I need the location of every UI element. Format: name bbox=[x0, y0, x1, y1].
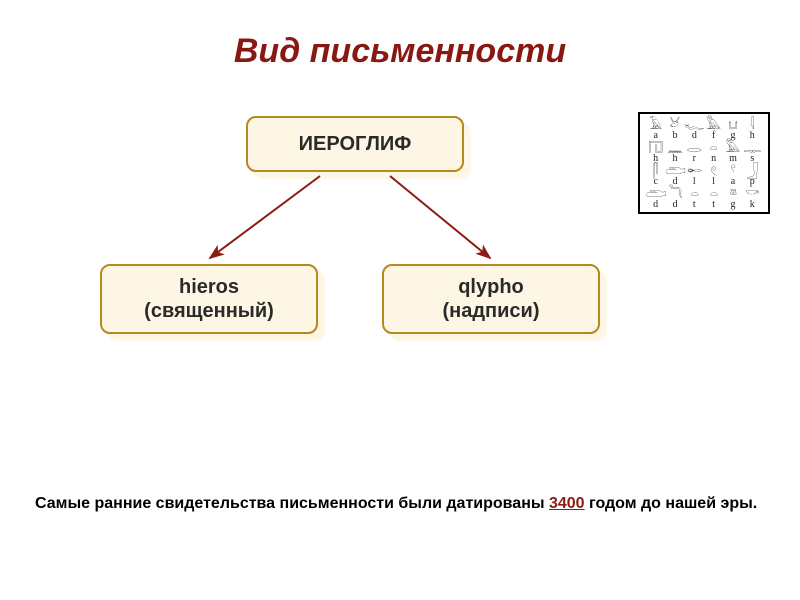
page-curl-icon bbox=[764, 564, 800, 600]
hieroglyph-table: 𓄿𓃾𓆑𓅓𓂓𓇋abdfgh𓉔𓈖𓂋𓏏𓅓𓊃hhrnms𓋴𓂧𓄡𓏲𓍢𓃀cdllap𓂧𓆓𓏏𓏏… bbox=[638, 112, 770, 214]
footnote: Самые ранние свидетельства письменности … bbox=[35, 494, 800, 514]
slide-title: Вид письменности bbox=[0, 32, 800, 71]
glyph-label: k bbox=[743, 200, 762, 210]
box-qlypho: qlypho (надписи) bbox=[382, 264, 600, 334]
glyph-label: g bbox=[723, 200, 742, 210]
box-hieros-text: hieros (священный) bbox=[144, 275, 274, 323]
arrow-left bbox=[210, 176, 320, 258]
box-hieros-line2: (священный) bbox=[144, 299, 274, 323]
slide: Вид письменности ИЕРОГЛИФ hieros (священ… bbox=[0, 0, 800, 600]
arrow-right bbox=[390, 176, 490, 258]
footnote-prefix: Самые ранние свидетельства письменности … bbox=[35, 495, 549, 512]
box-hieros: hieros (священный) bbox=[100, 264, 318, 334]
glyph-label: t bbox=[704, 200, 723, 210]
box-qlypho-line1: qlypho bbox=[442, 275, 539, 299]
box-hieroglyph: ИЕРОГЛИФ bbox=[246, 116, 464, 172]
box-qlypho-line2: (надписи) bbox=[442, 299, 539, 323]
box-hieros-line1: hieros bbox=[144, 275, 274, 299]
glyph-label: d bbox=[646, 200, 665, 210]
footnote-suffix: годом до нашей эры. bbox=[585, 495, 758, 512]
box-qlypho-text: qlypho (надписи) bbox=[442, 275, 539, 323]
glyph-label: d bbox=[665, 200, 684, 210]
glyph-label: t bbox=[685, 200, 704, 210]
footnote-year: 3400 bbox=[549, 495, 585, 512]
box-hieroglyph-label: ИЕРОГЛИФ bbox=[299, 132, 412, 156]
